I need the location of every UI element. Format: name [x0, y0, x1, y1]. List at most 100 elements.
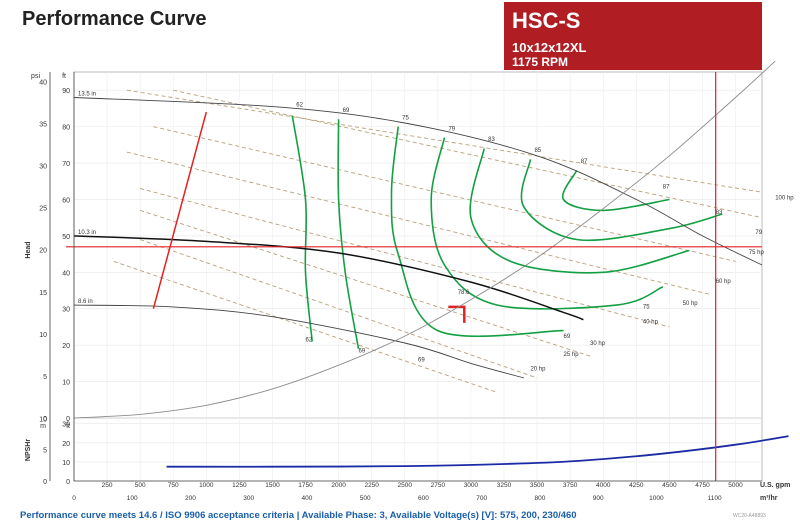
x-axis-gpm-label: U.S. gpm [760, 482, 790, 489]
tick-label-m3hr: 0 [72, 495, 76, 502]
npshr-curve [166, 435, 789, 468]
tick-label-gpm: 4500 [662, 482, 677, 489]
hp-line [126, 151, 710, 295]
tick-label-gpm: 3000 [464, 482, 479, 489]
tick-label-psi: 10 [39, 332, 47, 339]
tick-label-gpm: 3250 [497, 482, 512, 489]
tick-label-ft: 80 [62, 125, 70, 132]
hp-line [140, 188, 670, 328]
duty-point-lines [66, 72, 762, 481]
pump-speed: 1175 RPM [512, 55, 569, 69]
efficiency-label-bottom: 62 [306, 338, 313, 344]
bep-marker [448, 305, 466, 323]
tick-label-gpm: 750 [168, 482, 179, 489]
efficiency-label-top: 62 [296, 103, 303, 109]
hp-label: 20 hp [530, 367, 546, 373]
efficiency-curve [291, 115, 313, 342]
tick-label-npsh-ft: 10 [62, 460, 70, 467]
tick-label-gpm: 2500 [398, 482, 413, 489]
tick-label-gpm: 2250 [364, 482, 379, 489]
tick-label-npsh-m: 5 [43, 448, 47, 455]
efficiency-label-right: 69 [564, 334, 571, 340]
tick-label-m3hr: 500 [360, 495, 371, 502]
hp-line [113, 260, 498, 393]
tick-label-m3hr: 300 [243, 495, 254, 502]
chart-labels: 100 hp 75 hp 60 hp 50 hp 40 hp 30 hp 25 hp 20 h… [78, 91, 794, 372]
hp-label: 40 hp [643, 319, 659, 325]
head-plot-area [73, 71, 763, 419]
unit-npsh-ft-label: ft [66, 423, 70, 430]
system-curve [73, 60, 776, 419]
tick-label-gpm: 4250 [629, 482, 644, 489]
tick-label-ft: 70 [62, 161, 70, 168]
hp-line [140, 239, 538, 379]
tick-label-m3hr: 100 [127, 495, 138, 502]
impeller-label: 8.6 in [78, 299, 93, 305]
tick-label-gpm: 1750 [298, 482, 313, 489]
chart-grid [73, 71, 763, 482]
efficiency-label-top: 87 [581, 159, 588, 165]
impeller-curve [73, 235, 584, 321]
tick-label-npsh-ft: 30 [62, 422, 70, 429]
hp-label: 50 hp [683, 301, 699, 307]
hp-line [173, 89, 763, 219]
tick-label-psi: 0 [43, 416, 47, 423]
efficiency-label-top: 69 [343, 108, 350, 114]
x-axis-m3hr-label: m³/hr [760, 495, 778, 502]
tick-label-psi: 35 [39, 122, 47, 129]
tick-label-npsh-m: 10 [39, 416, 47, 423]
tick-label-psi: 25 [39, 206, 47, 213]
tick-label-gpm: 3500 [530, 482, 545, 489]
tick-label-gpm: 4000 [596, 482, 611, 489]
unit-psi-label: psi [31, 73, 40, 80]
system-curve-line [73, 60, 776, 419]
impeller-curves [73, 97, 763, 379]
tick-label-m3hr: 400 [302, 495, 313, 502]
footer-id: WC20-A48893 [733, 513, 766, 519]
efficiency-curve [337, 119, 360, 349]
pump-size: 10x12x12XL [512, 40, 587, 55]
efficiency-label-top: 79 [448, 126, 455, 132]
tick-label-gpm: 4750 [695, 482, 710, 489]
hp-label: 100 hp [775, 195, 794, 201]
efficiency-label-bottom: 69 [418, 358, 425, 364]
pump-model-badge: HSC-S 10x12x12XL 1175 RPM [504, 2, 762, 70]
hp-line [140, 209, 591, 357]
efficiency-curve [430, 137, 664, 310]
efficiency-label-right: 79 [755, 230, 762, 236]
efficiency-curve [469, 148, 690, 274]
tick-label-psi: 20 [39, 248, 47, 255]
pump-model: HSC-S [512, 8, 581, 33]
tick-label-m3hr: 700 [476, 495, 487, 502]
tick-label-ft: 40 [62, 270, 70, 277]
hp-label: 30 hp [590, 341, 606, 347]
tick-label-npsh-ft: 0 [66, 479, 70, 486]
bep-label: 78.6 [458, 290, 470, 296]
tick-label-gpm: 250 [102, 482, 113, 489]
npshr-plot-area [73, 417, 763, 482]
tick-label-psi: 15 [39, 290, 47, 297]
page-title: Performance Curve [22, 8, 207, 30]
efficiency-curve [520, 159, 723, 242]
hp-line [153, 126, 736, 262]
efficiency-label-top: 83 [488, 137, 495, 143]
y-axis-npshr-label: NPSHr [25, 439, 32, 461]
efficiency-label-right: 87 [663, 185, 670, 191]
impeller-label: 13.5 in [78, 91, 96, 97]
tick-label-ft: 30 [62, 307, 70, 314]
efficiency-label-right: 75 [643, 305, 650, 311]
min-flow-boundary-line [152, 111, 208, 309]
tick-label-ft: 90 [62, 88, 70, 95]
tick-label-gpm: 2000 [331, 482, 346, 489]
impeller-curve [73, 97, 763, 266]
footer-note: Performance curve meets 14.6 / ISO 9906 … [20, 510, 577, 521]
efficiency-label-bottom: 69 [358, 348, 365, 354]
tick-label-ft: 50 [62, 234, 70, 241]
unit-m-label: m [40, 423, 46, 430]
tick-label-ft: 0 [66, 416, 70, 423]
tick-label-m3hr: 200 [185, 495, 196, 502]
tick-label-ft: 20 [62, 343, 70, 350]
horsepower-lines [113, 89, 763, 393]
